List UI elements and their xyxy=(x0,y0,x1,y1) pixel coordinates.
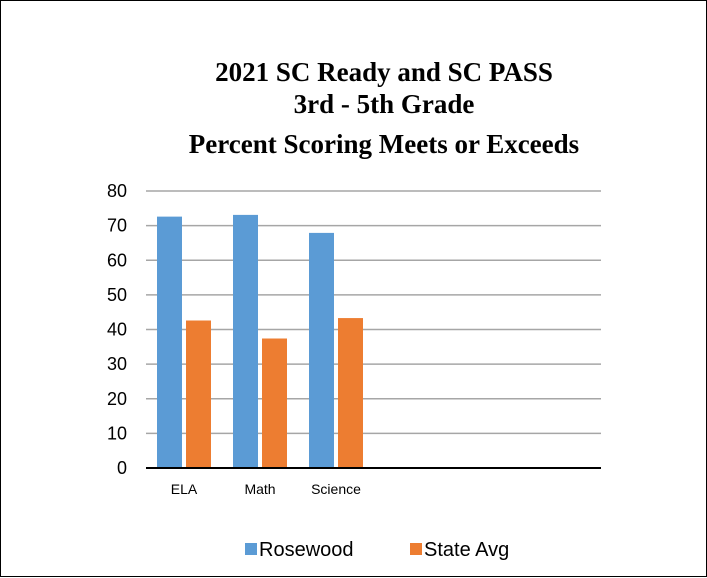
y-tick-label: 70 xyxy=(107,216,127,236)
y-tick-label: 50 xyxy=(107,285,127,305)
y-tick-label: 40 xyxy=(107,320,127,340)
y-tick-label: 0 xyxy=(117,458,127,478)
chart-title-line-1: 2021 SC Ready and SC PASS xyxy=(215,57,553,87)
x-tick-label-ela: ELA xyxy=(171,481,198,497)
bar-science-state-avg xyxy=(338,318,363,468)
y-tick-label: 10 xyxy=(107,423,127,443)
chart-title: 2021 SC Ready and SC PASS 3rd - 5th Grad… xyxy=(189,57,579,159)
chart-title-line-2: 3rd - 5th Grade xyxy=(294,89,475,119)
legend-swatch-state-avg xyxy=(410,543,422,555)
gridlines xyxy=(146,190,601,435)
x-tick-label-science: Science xyxy=(311,481,361,497)
y-tick-label: 80 xyxy=(107,181,127,201)
y-tick-label: 60 xyxy=(107,250,127,270)
bars xyxy=(157,214,363,468)
legend-label-rosewood: Rosewood xyxy=(259,539,354,561)
bar-science-rosewood xyxy=(309,232,334,468)
bar-ela-rosewood xyxy=(157,216,182,468)
chart-title-line-3: Percent Scoring Meets or Exceeds xyxy=(189,129,579,159)
legend-label-state-avg: State Avg xyxy=(424,539,509,561)
x-axis-ticks: ELA Math Science xyxy=(171,481,361,497)
y-tick-label: 30 xyxy=(107,354,127,374)
bar-ela-state-avg xyxy=(186,320,211,468)
y-axis-ticks: 0 10 20 30 40 50 60 70 80 xyxy=(107,181,127,478)
legend-swatch-rosewood xyxy=(245,543,257,555)
bar-math-state-avg xyxy=(262,338,287,468)
legend: Rosewood State Avg xyxy=(245,539,509,561)
bar-math-rosewood xyxy=(233,214,258,468)
x-tick-label-math: Math xyxy=(244,481,275,497)
y-tick-label: 20 xyxy=(107,389,127,409)
